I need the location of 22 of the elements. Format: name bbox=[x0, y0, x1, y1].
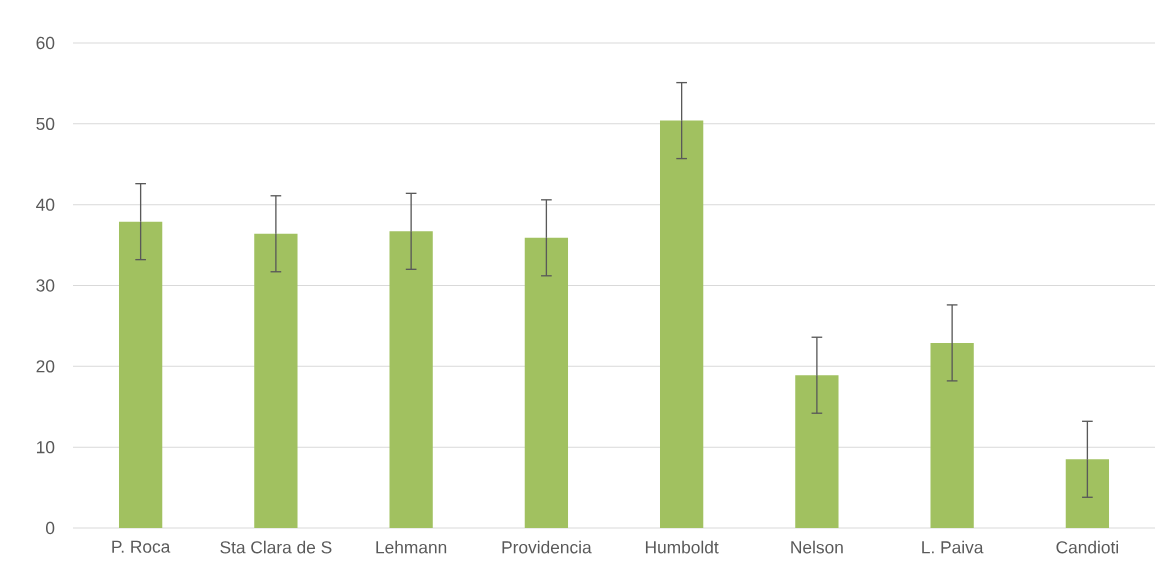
y-tick-label: 60 bbox=[36, 36, 55, 50]
x-tick-label: Sta Clara de S bbox=[220, 540, 332, 554]
bar bbox=[254, 233, 298, 528]
bar bbox=[659, 120, 704, 528]
y-tick-label: 40 bbox=[36, 198, 55, 211]
y-tick-label: 10 bbox=[37, 441, 55, 454]
x-tick-label: Providencia bbox=[502, 540, 592, 554]
bar bbox=[795, 375, 839, 528]
bar bbox=[930, 342, 974, 528]
x-tick-label: Nelson bbox=[791, 540, 843, 554]
x-tick-label: Humboldt bbox=[645, 540, 719, 554]
bar bbox=[118, 221, 163, 528]
x-tick-label: Lehmann bbox=[376, 540, 447, 554]
y-tick-label: 0 bbox=[45, 521, 55, 535]
x-tick-label: P. Roca bbox=[112, 540, 171, 553]
y-tick-label: 50 bbox=[36, 117, 55, 130]
bar bbox=[389, 231, 433, 528]
y-tick-label: 20 bbox=[36, 360, 55, 373]
bar bbox=[524, 237, 569, 528]
x-tick-label: Candioti bbox=[1056, 540, 1118, 554]
x-tick-label: L. Paiva bbox=[922, 540, 984, 554]
y-tick-label: 30 bbox=[36, 279, 55, 292]
